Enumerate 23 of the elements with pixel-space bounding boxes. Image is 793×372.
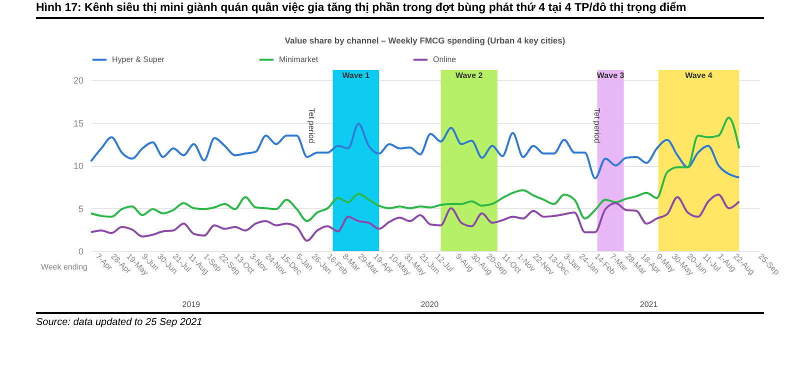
text: 2021 <box>640 300 658 309</box>
band-label: Wave 2 <box>455 71 484 80</box>
band-label: Wave 1 <box>342 71 370 80</box>
chart-subtitle: Value share by channel – Weekly FMCG spending (Urban 4 key cities) <box>284 36 566 46</box>
y-tick-label: 0 <box>78 246 84 256</box>
band-label: Wave 4 <box>685 71 713 80</box>
line-series <box>90 194 740 242</box>
y-tick-label: 5 <box>78 204 84 214</box>
y-tick-label: 20 <box>73 76 84 86</box>
y-tick-label: 10 <box>73 161 84 171</box>
legend-label: Online <box>433 54 457 64</box>
x-axis-title: Week ending <box>40 262 88 272</box>
y-tick-label: 15 <box>73 118 84 128</box>
legend-label: Hyper & Super <box>112 54 165 64</box>
annotation: Tet period <box>592 108 602 144</box>
band-label: Wave 3 <box>596 71 625 80</box>
source-note: Source: data updated to 25 Sep 2021 <box>36 312 764 328</box>
legend-label: Minimarket <box>279 54 319 64</box>
annotation: Tet period <box>306 108 316 144</box>
line-series <box>90 122 740 180</box>
text: 2020 <box>420 300 440 309</box>
chart-title: Hình 17: Kênh siêu thị mini giành quán quân việc gia tăng thị phần trong đợt bùng phát thứ 4 tại 4 TP/đô thị trọng điểm <box>36 2 764 19</box>
text: 2019 <box>182 300 201 309</box>
